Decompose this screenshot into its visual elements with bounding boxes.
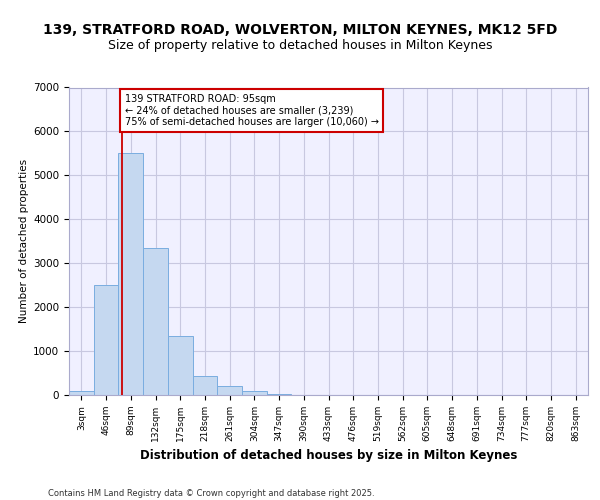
Text: Size of property relative to detached houses in Milton Keynes: Size of property relative to detached ho… [108,39,492,52]
Bar [242,392,267,395]
Text: 139 STRATFORD ROAD: 95sqm
← 24% of detached houses are smaller (3,239)
75% of se: 139 STRATFORD ROAD: 95sqm ← 24% of detac… [125,94,379,128]
Bar [118,154,143,395]
Bar [217,386,242,395]
Y-axis label: Number of detached properties: Number of detached properties [19,159,29,324]
Bar [193,376,217,395]
Bar [168,336,193,395]
Bar [94,285,118,395]
X-axis label: Distribution of detached houses by size in Milton Keynes: Distribution of detached houses by size … [140,450,517,462]
Text: 139, STRATFORD ROAD, WOLVERTON, MILTON KEYNES, MK12 5FD: 139, STRATFORD ROAD, WOLVERTON, MILTON K… [43,22,557,36]
Bar [267,394,292,395]
Bar [143,248,168,395]
Bar [69,390,94,395]
Text: Contains HM Land Registry data © Crown copyright and database right 2025.: Contains HM Land Registry data © Crown c… [48,488,374,498]
